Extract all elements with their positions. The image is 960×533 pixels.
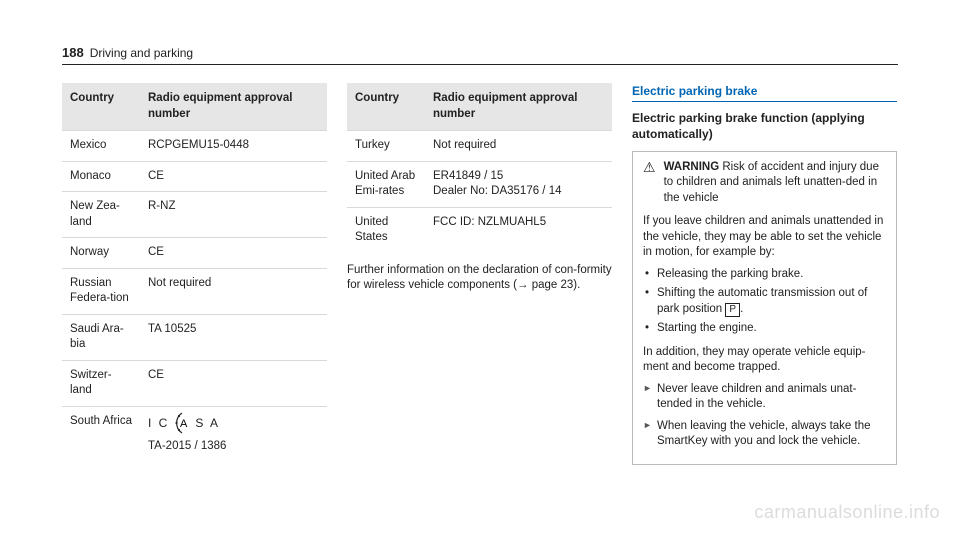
icasa-logo: I CAS A — [148, 414, 220, 433]
svg-text:A: A — [180, 418, 189, 430]
cell-approval: CE — [140, 161, 327, 192]
approval-table-2: Country Radio equipment approval number … — [347, 83, 612, 253]
cell-country: Switzer-land — [62, 360, 140, 406]
warning-head: ⚠ WARNING Risk of accident and injury du… — [643, 160, 886, 207]
warning-text: WARNING Risk of accident and injury due … — [664, 160, 886, 207]
list-item: Never leave children and animals unat-te… — [643, 382, 886, 413]
table-row: TurkeyNot required — [347, 131, 612, 162]
table-header-approval: Radio equipment approval number — [140, 83, 327, 131]
table-row: New Zea-landR-NZ — [62, 192, 327, 238]
cell-country: New Zea-land — [62, 192, 140, 238]
cell-approval: FCC ID: NZLMUAHL5 — [425, 207, 612, 253]
cell-approval: CE — [140, 360, 327, 406]
cell-approval: CE — [140, 238, 327, 269]
page-section-title: Driving and parking — [90, 46, 193, 60]
table-row: MonacoCE — [62, 161, 327, 192]
cell-approval: ER41849 / 15 Dealer No: DA35176 / 14 — [425, 161, 612, 207]
cell-approval: R-NZ — [140, 192, 327, 238]
list-item: When leaving the vehicle, always take th… — [643, 419, 886, 450]
table-row: Saudi Ara-biaTA 10525 — [62, 314, 327, 360]
warning-outro: In addition, they may operate vehicle eq… — [643, 345, 886, 376]
cell-approval: RCPGEMU15-0448 — [140, 131, 327, 162]
page-number: 188 — [62, 45, 84, 60]
column-3: Electric parking brake Electric parking … — [632, 83, 897, 473]
cell-approval: I CAS A TA-2015 / 1386 — [140, 406, 327, 462]
table-row: Russian Federa-tionNot required — [62, 268, 327, 314]
list-item: Shifting the automatic transmission out … — [643, 286, 886, 317]
table-row: Switzer-landCE — [62, 360, 327, 406]
table-header-country: Country — [347, 83, 425, 131]
further-info-text: Further information on the declaration o… — [347, 263, 612, 294]
table-header-approval: Radio equipment approval number — [425, 83, 612, 131]
cell-approval: Not required — [140, 268, 327, 314]
section-heading: Electric parking brake — [632, 83, 897, 102]
table-row: South Africa I CAS A TA-2015 / 1386 — [62, 406, 327, 462]
cell-country: Mexico — [62, 131, 140, 162]
approval-table-1: Country Radio equipment approval number … — [62, 83, 327, 462]
table-header-country: Country — [62, 83, 140, 131]
cell-country: Monaco — [62, 161, 140, 192]
table-row: MexicoRCPGEMU15-0448 — [62, 131, 327, 162]
column-1: Country Radio equipment approval number … — [62, 83, 327, 473]
cell-country: South Africa — [62, 406, 140, 462]
warning-bullets: Releasing the parking brake. Shifting the… — [643, 267, 886, 337]
cell-country: Saudi Ara-bia — [62, 314, 140, 360]
warning-actions: Never leave children and animals unat-te… — [643, 382, 886, 450]
cell-approval: Not required — [425, 131, 612, 162]
sub-heading: Electric parking brake function (applyin… — [632, 110, 897, 142]
warning-label: WARNING — [664, 161, 720, 173]
icasa-number: TA-2015 / 1386 — [148, 440, 226, 452]
cell-country: Russian Federa-tion — [62, 268, 140, 314]
cell-country: United Arab Emi-rates — [347, 161, 425, 207]
table-row: United Arab Emi-ratesER41849 / 15 Dealer… — [347, 161, 612, 207]
cell-country: United States — [347, 207, 425, 253]
table-row: United StatesFCC ID: NZLMUAHL5 — [347, 207, 612, 253]
page-header: 188 Driving and parking — [62, 45, 898, 65]
content-columns: Country Radio equipment approval number … — [62, 83, 898, 473]
warning-icon: ⚠ — [643, 160, 656, 207]
watermark: carmanualsonline.info — [754, 502, 940, 523]
cell-approval: TA 10525 — [140, 314, 327, 360]
cell-country: Norway — [62, 238, 140, 269]
warning-box: ⚠ WARNING Risk of accident and injury du… — [632, 151, 897, 465]
park-position-icon: P — [725, 303, 740, 317]
table-row: NorwayCE — [62, 238, 327, 269]
column-2: Country Radio equipment approval number … — [347, 83, 612, 473]
icasa-arc-icon: A — [173, 414, 191, 432]
warning-intro: If you leave children and animals unatte… — [643, 214, 886, 261]
list-item: Releasing the parking brake. — [643, 267, 886, 283]
cell-country: Turkey — [347, 131, 425, 162]
list-item: Starting the engine. — [643, 321, 886, 337]
page: 188 Driving and parking Country Radio eq… — [0, 0, 960, 533]
